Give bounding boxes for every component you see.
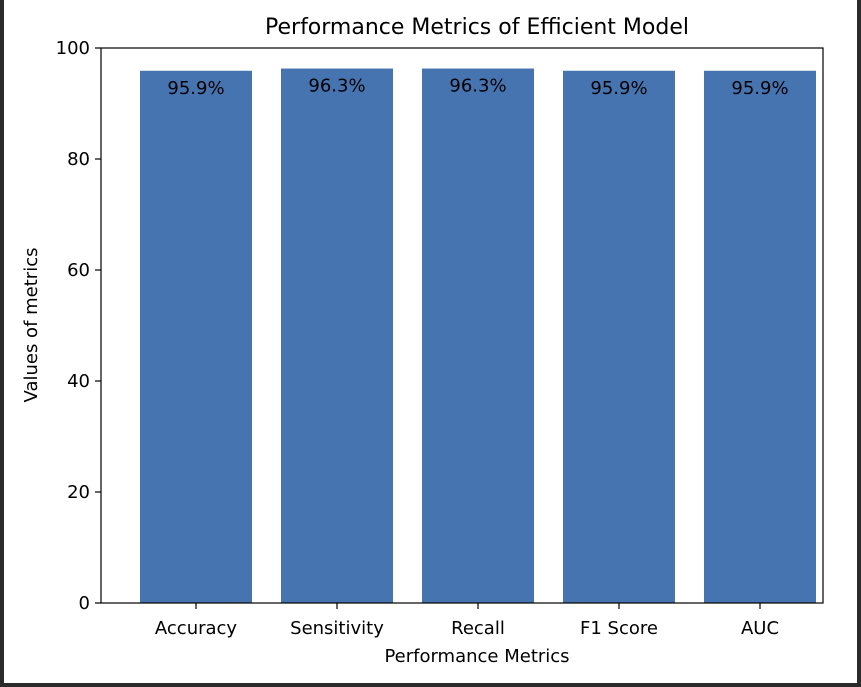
x-tick-label: Sensitivity: [290, 618, 384, 639]
x-tick-label: AUC: [741, 618, 779, 639]
x-axis-ticks: Accuracy Sensitivity Recall F1 Score AUC: [155, 603, 779, 639]
bar-value-label: 96.3%: [308, 76, 365, 97]
x-tick-label: Accuracy: [155, 618, 238, 639]
bar-sensitivity: [281, 68, 393, 603]
y-tick-label: 40: [67, 371, 90, 392]
plot-area-border: [100, 47, 824, 604]
bar-chart: Performance Metrics of Efficient Model 9…: [21, 15, 824, 667]
y-tick-label: 60: [67, 260, 90, 281]
bar-value-label: 95.9%: [590, 78, 647, 99]
bar-value-label: 96.3%: [449, 76, 506, 97]
bar-recall: [422, 68, 534, 603]
x-axis-label: Performance Metrics: [384, 646, 569, 667]
y-axis-label: Values of metrics: [21, 248, 42, 403]
bars-group: 95.9% 96.3% 96.3% 95.9% 95.9%: [140, 68, 816, 603]
bar-auc: [704, 70, 816, 603]
bar-value-label: 95.9%: [731, 78, 788, 99]
chart-title: Performance Metrics of Efficient Model: [265, 15, 689, 40]
y-tick-label: 100: [56, 38, 90, 59]
x-tick-label: F1 Score: [580, 618, 658, 639]
chart-frame: Performance Metrics of Efficient Model 9…: [4, 0, 857, 683]
y-tick-label: 80: [67, 149, 90, 170]
y-tick-label: 20: [67, 482, 90, 503]
y-tick-label: 0: [79, 593, 90, 614]
bar-value-label: 95.9%: [167, 78, 224, 99]
bar-f1-score: [563, 70, 675, 603]
bar-accuracy: [140, 70, 252, 603]
y-axis-ticks: 0 20 40 60 80 100: [56, 38, 101, 614]
x-tick-label: Recall: [451, 618, 505, 639]
